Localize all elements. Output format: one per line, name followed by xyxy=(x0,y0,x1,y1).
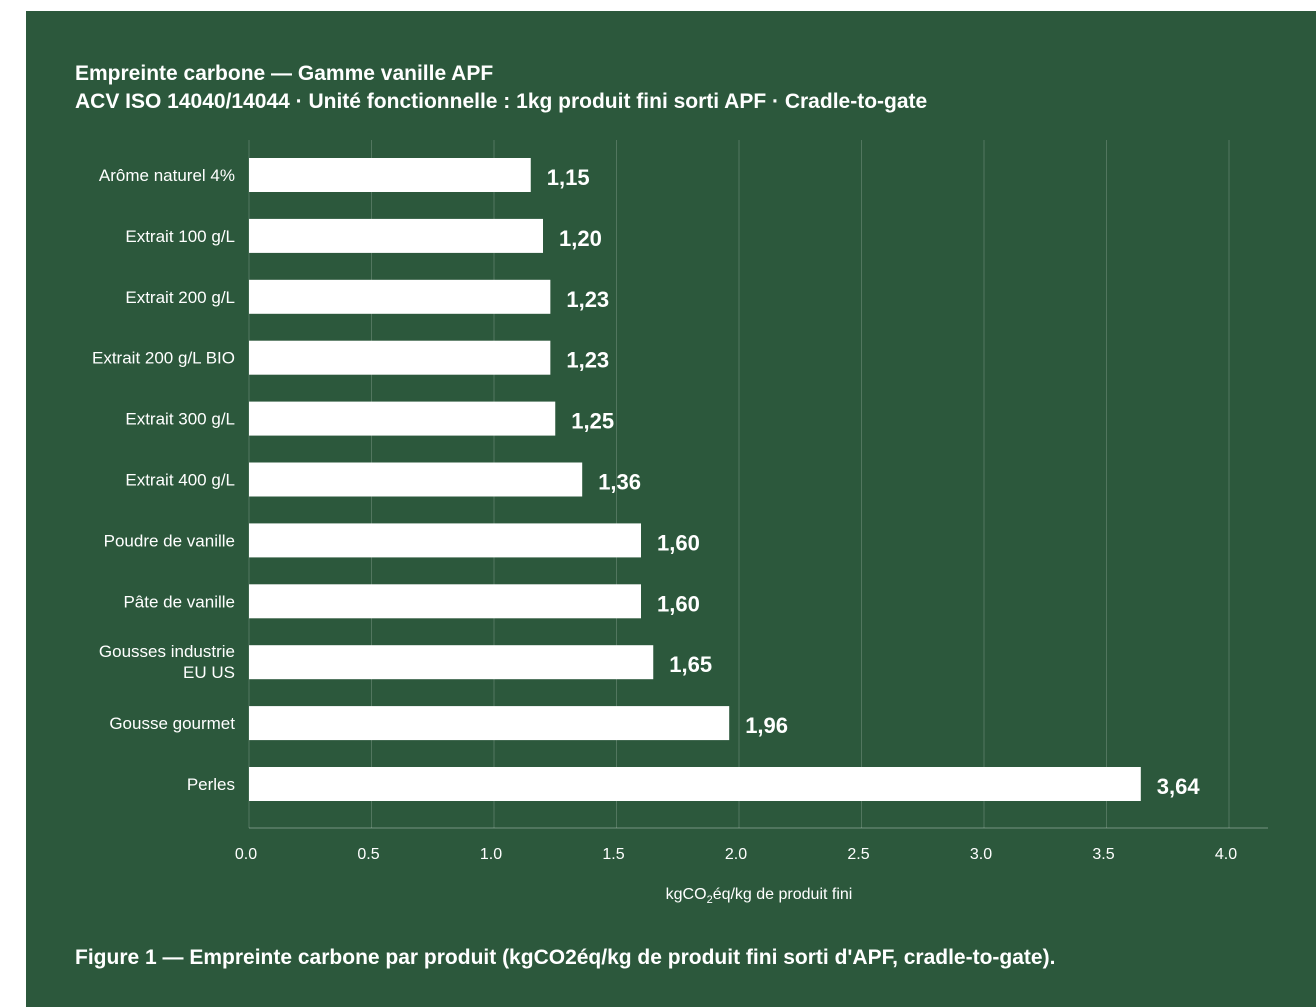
bar xyxy=(249,158,531,192)
category-label: Perles xyxy=(187,775,235,794)
x-tick-label: 4.0 xyxy=(1215,846,1237,863)
x-tick-label: 2.0 xyxy=(725,846,747,863)
x-tick-label: 1.0 xyxy=(480,846,502,863)
bar xyxy=(249,645,654,680)
bar xyxy=(249,767,1141,801)
data-label: 1,65 xyxy=(669,652,712,677)
category-label: Extrait 200 g/L xyxy=(125,288,235,307)
data-label: 3,64 xyxy=(1157,774,1201,799)
category-label: Gousses industrie EU US xyxy=(99,642,235,682)
category-label: Arôme naturel 4% xyxy=(99,166,235,185)
bar xyxy=(249,279,551,314)
x-tick-label: 3.5 xyxy=(1092,846,1114,863)
x-axis-label: kgCO2éq/kg de produit fini xyxy=(666,886,853,906)
bar xyxy=(249,584,641,619)
data-label: 1,60 xyxy=(657,530,700,555)
chart-title: Empreinte carbone — Gamme vanille APF xyxy=(75,62,494,85)
x-tick-label: 2.5 xyxy=(847,846,869,863)
data-label: 1,60 xyxy=(657,591,700,616)
bar xyxy=(249,706,730,741)
x-tick-label: 0.5 xyxy=(357,846,379,863)
data-label: 1,15 xyxy=(547,165,590,190)
category-label: Gousse gourmet xyxy=(109,714,235,733)
category-label: Extrait 200 g/L BIO xyxy=(92,349,235,368)
bar xyxy=(249,340,551,375)
category-label: Extrait 100 g/L xyxy=(125,227,235,246)
category-label: Poudre de vanille xyxy=(104,531,235,550)
category-label: Pâte de vanille xyxy=(123,592,235,611)
bar xyxy=(249,218,543,253)
x-tick-label: 0.0 xyxy=(235,846,257,863)
data-label: 1,96 xyxy=(745,713,788,738)
x-tick-label: 3.0 xyxy=(970,846,992,863)
data-label: 1,23 xyxy=(566,287,609,312)
data-label: 1,36 xyxy=(598,470,641,495)
category-label: Extrait 400 g/L xyxy=(125,471,235,490)
chart-subtitle: ACV ISO 14040/14044 · Unité fonctionnell… xyxy=(75,90,928,113)
bar xyxy=(249,401,556,436)
chart-panel xyxy=(26,11,1316,1007)
chart-title-block: Empreinte carbone — Gamme vanille APF AC… xyxy=(75,60,927,116)
x-tick-label: 1.5 xyxy=(602,846,624,863)
bar xyxy=(249,523,641,558)
category-label: Extrait 300 g/L xyxy=(125,410,235,429)
bar xyxy=(249,462,583,497)
data-label: 1,20 xyxy=(559,226,602,251)
data-label: 1,25 xyxy=(571,409,614,434)
figure-caption: Figure 1 — Empreinte carbone par produit… xyxy=(75,946,1056,969)
data-label: 1,23 xyxy=(566,348,609,373)
